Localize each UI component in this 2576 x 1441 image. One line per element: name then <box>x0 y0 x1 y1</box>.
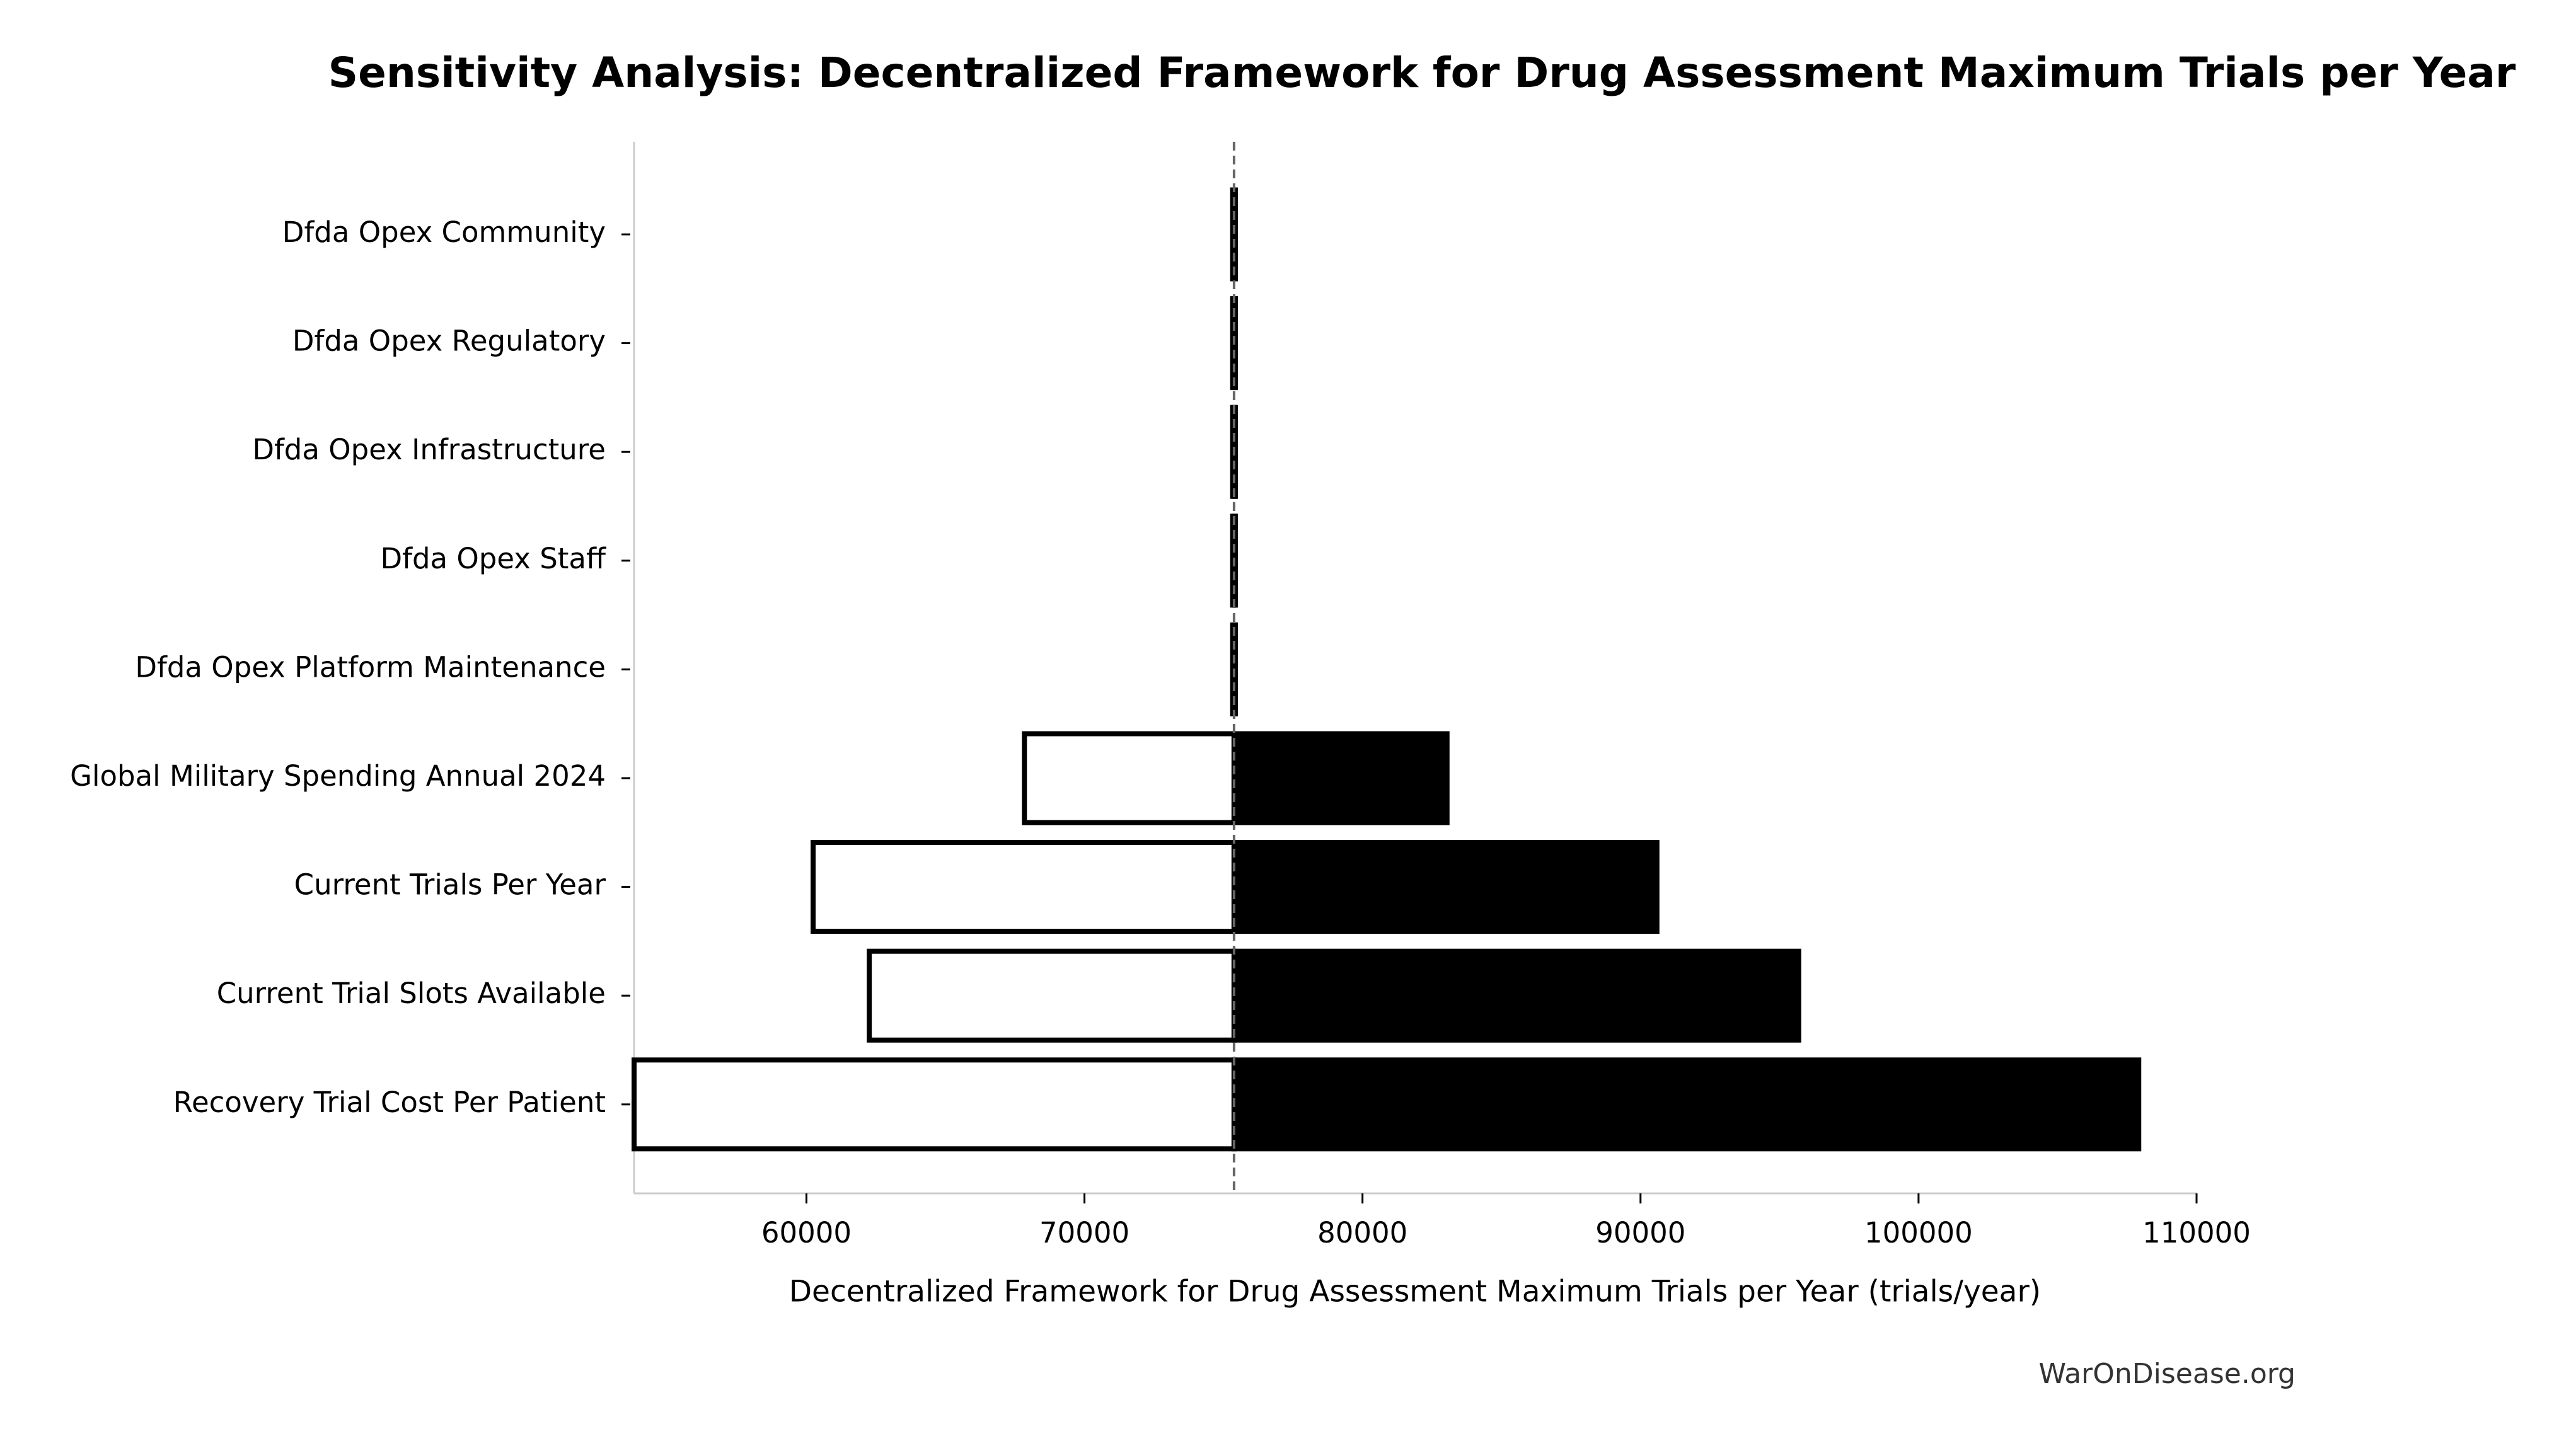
y-tick-label: Dfda Opex Infrastructure <box>252 433 606 466</box>
y-tick-label: Current Trial Slots Available <box>217 977 606 1010</box>
x-tick-label: 70000 <box>1039 1216 1129 1249</box>
y-tick-label: Global Military Spending Annual 2024 <box>70 759 606 793</box>
x-tick-label: 100000 <box>1864 1216 1973 1249</box>
y-tick-label: Dfda Opex Staff <box>380 542 606 575</box>
low-bar <box>811 840 1237 934</box>
high-bar <box>1231 840 1660 934</box>
high-bar <box>1231 948 1801 1043</box>
low-bar <box>1022 731 1237 825</box>
low-bar <box>632 1057 1237 1152</box>
x-tick-label: 80000 <box>1317 1216 1407 1249</box>
high-bar <box>1231 731 1450 825</box>
high-bar <box>1231 1057 2142 1152</box>
x-tick-label: 90000 <box>1595 1216 1685 1249</box>
y-tick-label: Recovery Trial Cost Per Patient <box>173 1086 606 1119</box>
x-tick-label: 110000 <box>2142 1216 2251 1249</box>
y-tick-label: Dfda Opex Community <box>282 215 606 249</box>
chart-title: Sensitivity Analysis: Decentralized Fram… <box>328 49 2516 97</box>
source-label: WarOnDisease.org <box>2039 1358 2296 1390</box>
y-tick-label: Dfda Opex Regulatory <box>292 324 606 358</box>
x-axis-label: Decentralized Framework for Drug Assessm… <box>789 1275 2041 1309</box>
low-bar <box>867 948 1237 1043</box>
y-tick-label: Current Trials Per Year <box>294 868 606 902</box>
y-tick-label: Dfda Opex Platform Maintenance <box>135 650 606 684</box>
x-tick-label: 60000 <box>761 1216 852 1249</box>
